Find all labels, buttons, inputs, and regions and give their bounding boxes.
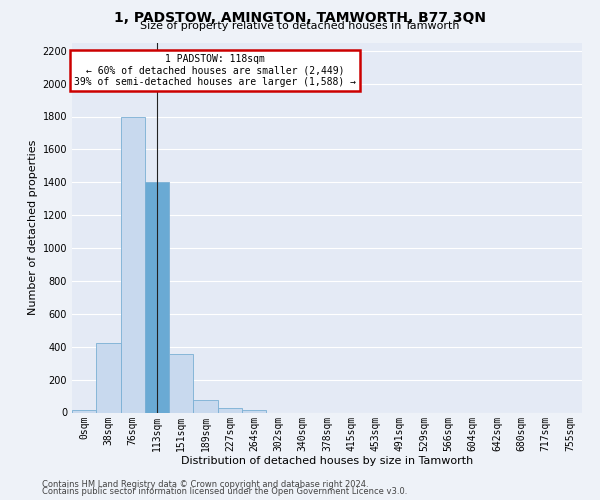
Text: Size of property relative to detached houses in Tamworth: Size of property relative to detached ho… — [140, 21, 460, 31]
Bar — [218, 408, 242, 412]
Text: Contains HM Land Registry data © Crown copyright and database right 2024.: Contains HM Land Registry data © Crown c… — [42, 480, 368, 489]
Bar — [121, 116, 145, 412]
Text: 1 PADSTOW: 118sqm
← 60% of detached houses are smaller (2,449)
39% of semi-detac: 1 PADSTOW: 118sqm ← 60% of detached hous… — [74, 54, 356, 87]
Bar — [72, 410, 96, 412]
Text: 1, PADSTOW, AMINGTON, TAMWORTH, B77 3QN: 1, PADSTOW, AMINGTON, TAMWORTH, B77 3QN — [114, 11, 486, 25]
Bar — [145, 182, 169, 412]
Bar — [193, 400, 218, 412]
Text: Contains public sector information licensed under the Open Government Licence v3: Contains public sector information licen… — [42, 487, 407, 496]
Y-axis label: Number of detached properties: Number of detached properties — [28, 140, 38, 315]
Bar — [96, 344, 121, 412]
Bar — [169, 354, 193, 412]
X-axis label: Distribution of detached houses by size in Tamworth: Distribution of detached houses by size … — [181, 456, 473, 466]
Bar — [242, 410, 266, 412]
